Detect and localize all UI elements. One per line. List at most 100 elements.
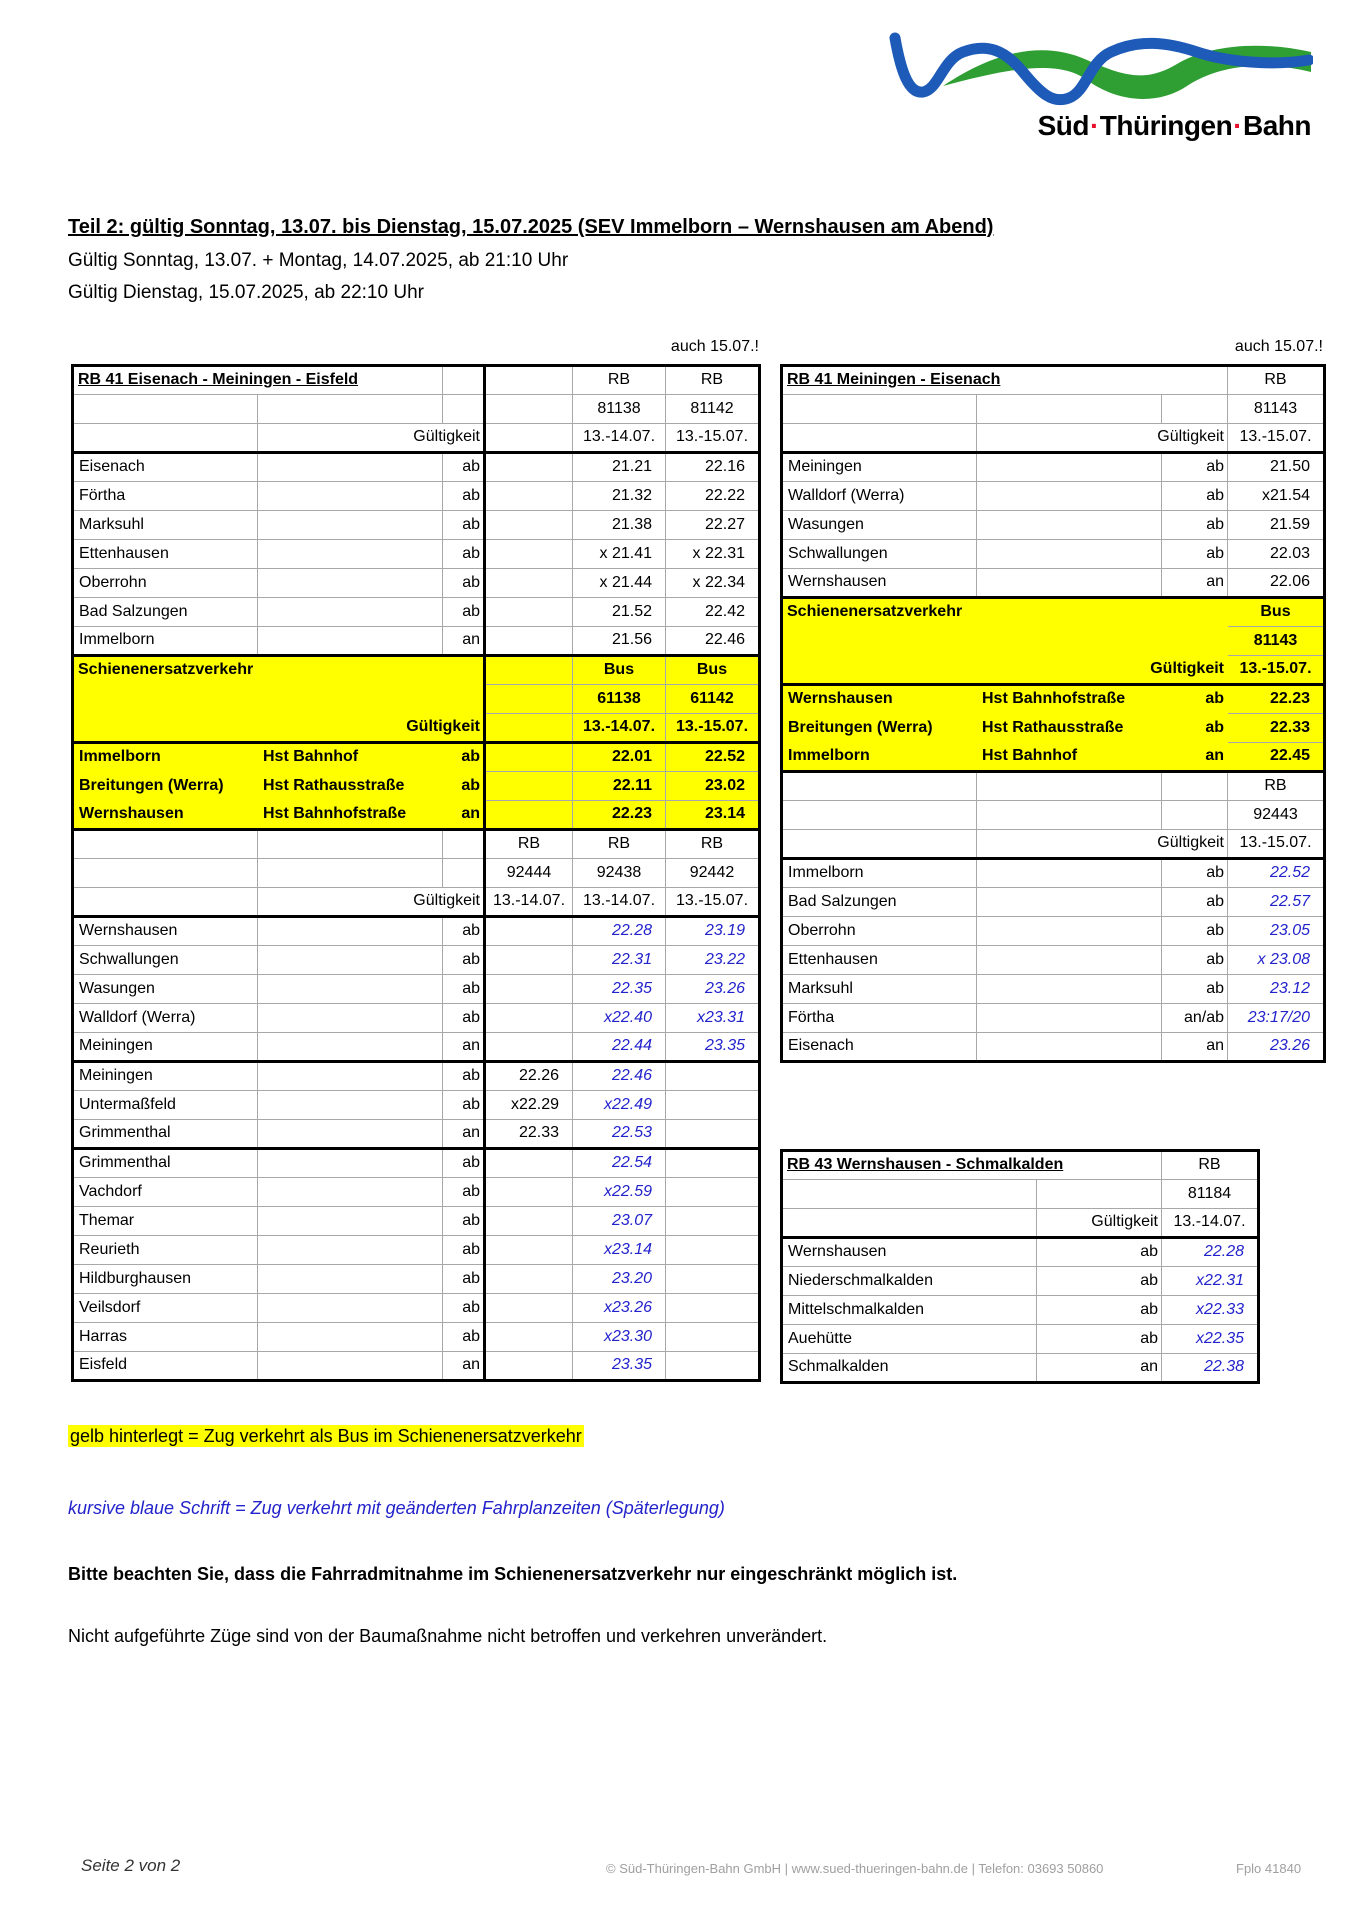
station-cell: Vachdorf bbox=[72, 1177, 258, 1207]
legend-sev-text: gelb hinterlegt = Zug verkehrt als Bus i… bbox=[68, 1425, 584, 1447]
time-cell: 23.35 bbox=[572, 1351, 666, 1381]
time-cell: 22.16 bbox=[665, 451, 760, 482]
table-row: Marksuhl ab 21.38 22.27 bbox=[72, 510, 760, 540]
table-row: Ettenhausen ab x 23.08 bbox=[781, 945, 1325, 975]
train-header-cell: 92444 bbox=[483, 858, 573, 888]
empty-cell bbox=[1161, 394, 1228, 424]
table-title: Schienenersatzverkehr bbox=[781, 596, 1228, 627]
stop-point-cell bbox=[257, 1177, 443, 1207]
train-header-cell: RB bbox=[1161, 1150, 1259, 1180]
arrival-departure-cell: ab bbox=[442, 1322, 485, 1352]
stop-point-cell bbox=[976, 568, 1162, 598]
table-row: Hildburghausen ab 23.20 bbox=[72, 1264, 760, 1294]
time-cell bbox=[665, 1322, 760, 1352]
header-row: Gültigkeit 13.-15.07. bbox=[781, 829, 1325, 859]
arrival-departure-cell: an bbox=[442, 800, 485, 830]
validity-label: Gültigkeit bbox=[1036, 1208, 1162, 1238]
train-header-cell: RB bbox=[665, 828, 760, 859]
train-header-cell: RB bbox=[1227, 365, 1325, 395]
time-cell: x22.33 bbox=[1161, 1295, 1259, 1325]
header-row: RB 41 Eisenach - Meiningen - Eisfeld RB RB bbox=[72, 365, 760, 395]
time-cell bbox=[483, 1235, 573, 1265]
table-row: Themar ab 23.07 bbox=[72, 1206, 760, 1236]
train-header-cell: 92438 bbox=[572, 858, 666, 888]
arrival-departure-cell: an bbox=[442, 626, 485, 656]
time-cell: x23.31 bbox=[665, 1003, 760, 1033]
arrival-departure-cell: ab bbox=[442, 1264, 485, 1294]
train-header-cell: RB bbox=[572, 365, 666, 395]
station-cell: Breitungen (Werra) bbox=[781, 713, 977, 743]
stop-point-cell bbox=[257, 945, 443, 975]
station-cell: Immelborn bbox=[72, 741, 258, 772]
table-row: Vachdorf ab x22.59 bbox=[72, 1177, 760, 1207]
train-header-cell: 13.-14.07. bbox=[572, 713, 666, 743]
table-row: Immelborn an 21.56 22.46 bbox=[72, 626, 760, 656]
time-cell: 21.56 bbox=[572, 626, 666, 656]
empty-cell bbox=[781, 800, 977, 830]
time-cell: 21.32 bbox=[572, 481, 666, 511]
empty-cell bbox=[442, 394, 485, 424]
arrival-departure-cell: ab bbox=[1161, 481, 1228, 511]
time-cell: 22.31 bbox=[572, 945, 666, 975]
time-cell: 22.42 bbox=[665, 597, 760, 627]
time-cell: x22.31 bbox=[1161, 1266, 1259, 1296]
time-cell: 23:17/20 bbox=[1227, 1003, 1325, 1033]
time-cell: 22.01 bbox=[572, 741, 666, 772]
stop-point-cell bbox=[257, 1032, 443, 1062]
station-cell: Auehütte bbox=[781, 1324, 1037, 1354]
train-header-cell: 92443 bbox=[1227, 800, 1325, 830]
station-cell: Schwallungen bbox=[781, 539, 977, 569]
time-cell: x 22.34 bbox=[665, 568, 760, 598]
station-cell: Wernshausen bbox=[72, 915, 258, 946]
empty-cell bbox=[442, 858, 485, 888]
time-cell: 23.20 bbox=[572, 1264, 666, 1294]
arrival-departure-cell: ab bbox=[442, 741, 485, 772]
station-cell: Oberrohn bbox=[72, 568, 258, 598]
time-cell: 22.03 bbox=[1227, 539, 1325, 569]
time-cell: x22.29 bbox=[483, 1090, 573, 1120]
time-cell: 22.33 bbox=[1227, 713, 1325, 743]
table-row: Immelborn ab 22.52 bbox=[781, 857, 1325, 888]
time-cell: 22.57 bbox=[1227, 887, 1325, 917]
time-cell bbox=[483, 568, 573, 598]
station-cell: Grimmenthal bbox=[72, 1119, 258, 1149]
time-cell bbox=[483, 945, 573, 975]
train-header-cell: 13.-14.07. bbox=[572, 423, 666, 453]
station-cell: Wasungen bbox=[72, 974, 258, 1004]
stop-point-cell bbox=[257, 539, 443, 569]
validity-label: Gültigkeit bbox=[976, 423, 1228, 453]
empty-cell bbox=[781, 1208, 1037, 1238]
stop-point-cell bbox=[976, 974, 1162, 1004]
time-cell bbox=[665, 1147, 760, 1178]
header-row: RB bbox=[781, 770, 1325, 801]
arrival-departure-cell: ab bbox=[1161, 945, 1228, 975]
station-cell: Schwallungen bbox=[72, 945, 258, 975]
train-header-cell: RB bbox=[1227, 770, 1325, 801]
logo-wordmark: Süd·Thüringen·Bahn bbox=[1037, 110, 1312, 142]
header-row: 92444 92438 92442 bbox=[72, 858, 760, 888]
legend-unaffected: Nicht aufgeführte Züge sind von der Baum… bbox=[68, 1626, 828, 1646]
stop-point-cell bbox=[257, 451, 443, 482]
table-row: Schwallungen ab 22.03 bbox=[781, 539, 1325, 569]
arrival-departure-cell: an bbox=[1161, 568, 1228, 598]
empty-cell bbox=[442, 828, 485, 859]
time-cell: 21.21 bbox=[572, 451, 666, 482]
arrival-departure-cell: ab bbox=[1036, 1236, 1162, 1267]
table-row: Bad Salzungen ab 22.57 bbox=[781, 887, 1325, 917]
header-row: Gültigkeit 13.-14.07. 13.-15.07. bbox=[72, 423, 760, 453]
arrival-departure-cell: an bbox=[442, 1351, 485, 1381]
header-row: Schienenersatzverkehr Bus Bus bbox=[72, 654, 760, 685]
stop-point-cell bbox=[257, 974, 443, 1004]
table-row: Wernshausen Hst Bahnhofstraße an 22.23 23.14 bbox=[72, 800, 760, 830]
arrival-departure-cell: ab bbox=[1161, 683, 1228, 714]
timetable-rb41-eisenach-meiningen-eisfeld: RB 41 Eisenach - Meiningen - Eisfeld RB RB… bbox=[71, 364, 761, 1382]
station-cell: Walldorf (Werra) bbox=[781, 481, 977, 511]
table-row: Mittelschmalkalden ab x22.33 bbox=[781, 1295, 1259, 1325]
stop-point-cell bbox=[976, 887, 1162, 917]
station-cell: Förtha bbox=[781, 1003, 977, 1033]
stop-point-cell bbox=[257, 1147, 443, 1178]
logo-word-sued: Süd bbox=[1037, 110, 1090, 141]
stop-point-cell: Hst Bahnhof bbox=[976, 742, 1162, 772]
station-cell: Veilsdorf bbox=[72, 1293, 258, 1323]
time-cell: 23.35 bbox=[665, 1032, 760, 1062]
